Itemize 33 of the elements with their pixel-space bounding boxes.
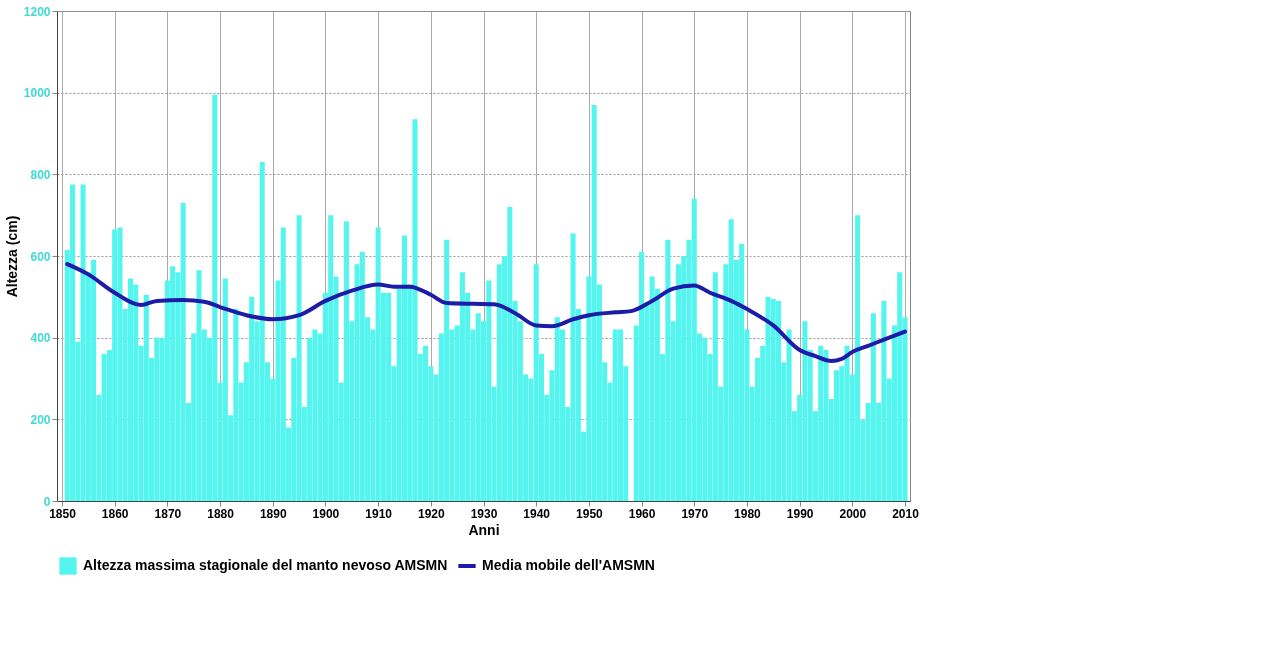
x-tick-label: 1950 [576, 506, 604, 521]
x-tick-label: 1910 [365, 506, 393, 521]
y-axis-title: Altezza (cm) [3, 215, 20, 298]
x-tick-label: 1990 [786, 506, 814, 521]
bar [127, 278, 134, 501]
x-tick-label: 1980 [734, 506, 762, 521]
y-tick-label: 1200 [23, 4, 51, 19]
line-series [65, 262, 907, 363]
bar [617, 329, 624, 501]
x-tick-label: 1960 [628, 506, 656, 521]
y-tick-label: 400 [30, 331, 51, 346]
x-tick-label: 1930 [470, 506, 498, 521]
x-tick-label: 1860 [101, 506, 129, 521]
x-tick-label: 2010 [892, 506, 920, 521]
bar [343, 221, 350, 501]
legend-label: Media mobile dell'AMSMN [482, 557, 655, 573]
y-tick-label: 1000 [23, 86, 51, 101]
x-axis-title: Anni [468, 521, 500, 538]
y-tick-label: 600 [30, 249, 51, 264]
x-tick-label: 1920 [417, 506, 445, 521]
x-tick-label: 1890 [259, 506, 287, 521]
x-tick-label: 1940 [523, 506, 551, 521]
x-tick-label: 1870 [154, 506, 182, 521]
x-tick-label: 1970 [681, 506, 709, 521]
x-tick-label: 1850 [49, 506, 77, 521]
y-tick-label: 200 [30, 412, 51, 427]
y-tick-label: 0 [43, 494, 51, 509]
y-tick-label: 800 [30, 167, 51, 182]
x-tick-label: 2000 [839, 506, 867, 521]
legend-label: Altezza massima stagionale del manto nevoso AMSMN [83, 557, 448, 573]
x-tick-label: 1880 [207, 506, 235, 521]
x-tick-label: 1900 [312, 506, 340, 521]
bar [833, 370, 840, 501]
